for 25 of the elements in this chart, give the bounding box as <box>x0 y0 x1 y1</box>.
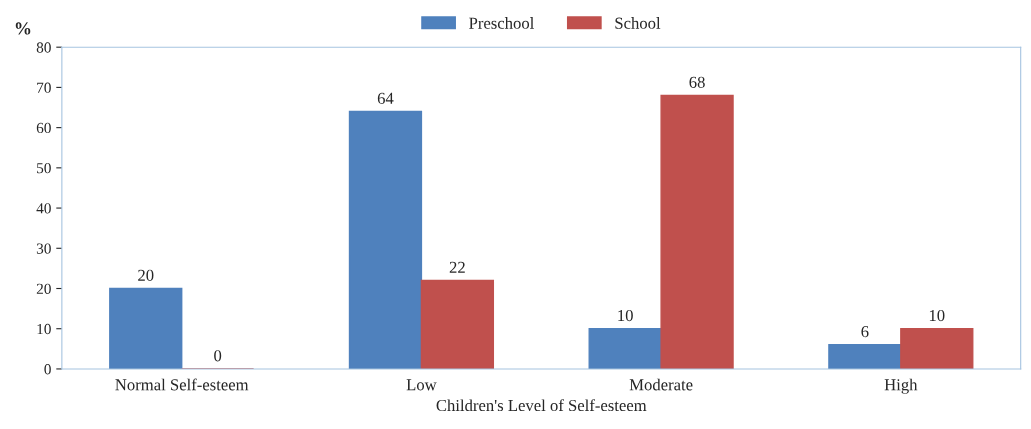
x-tick-label: Moderate <box>629 378 693 391</box>
legend-label: Preschool <box>469 17 534 29</box>
data-label: 68 <box>689 76 705 88</box>
y-tick-label: 30 <box>36 243 51 254</box>
y-tick-label: 20 <box>36 283 51 294</box>
data-label: 22 <box>449 261 465 273</box>
x-tick-label: High <box>884 378 918 394</box>
data-label: 20 <box>138 269 154 281</box>
data-label: 0 <box>214 350 222 362</box>
y-tick-label: 0 <box>44 364 51 375</box>
y-tick-label: 80 <box>36 42 51 53</box>
y-tick-label: 10 <box>37 323 51 335</box>
data-label: 64 <box>377 92 394 104</box>
x-tick-label: Low <box>406 379 437 391</box>
x-axis-title: Children's Level of Self-esteem <box>436 399 647 412</box>
y-tick-label: 60 <box>36 122 51 134</box>
x-tick-label: Normal Self-esteem <box>115 378 249 391</box>
y-tick-label: 70 <box>37 82 51 93</box>
data-label: 10 <box>618 309 633 322</box>
legend-label: School <box>615 17 661 29</box>
data-label: 10 <box>929 309 945 322</box>
data-label: 6 <box>861 326 869 338</box>
y-tick-label: 50 <box>37 162 51 174</box>
y-axis-title: % <box>15 22 31 35</box>
y-tick-label: 40 <box>36 203 51 214</box>
